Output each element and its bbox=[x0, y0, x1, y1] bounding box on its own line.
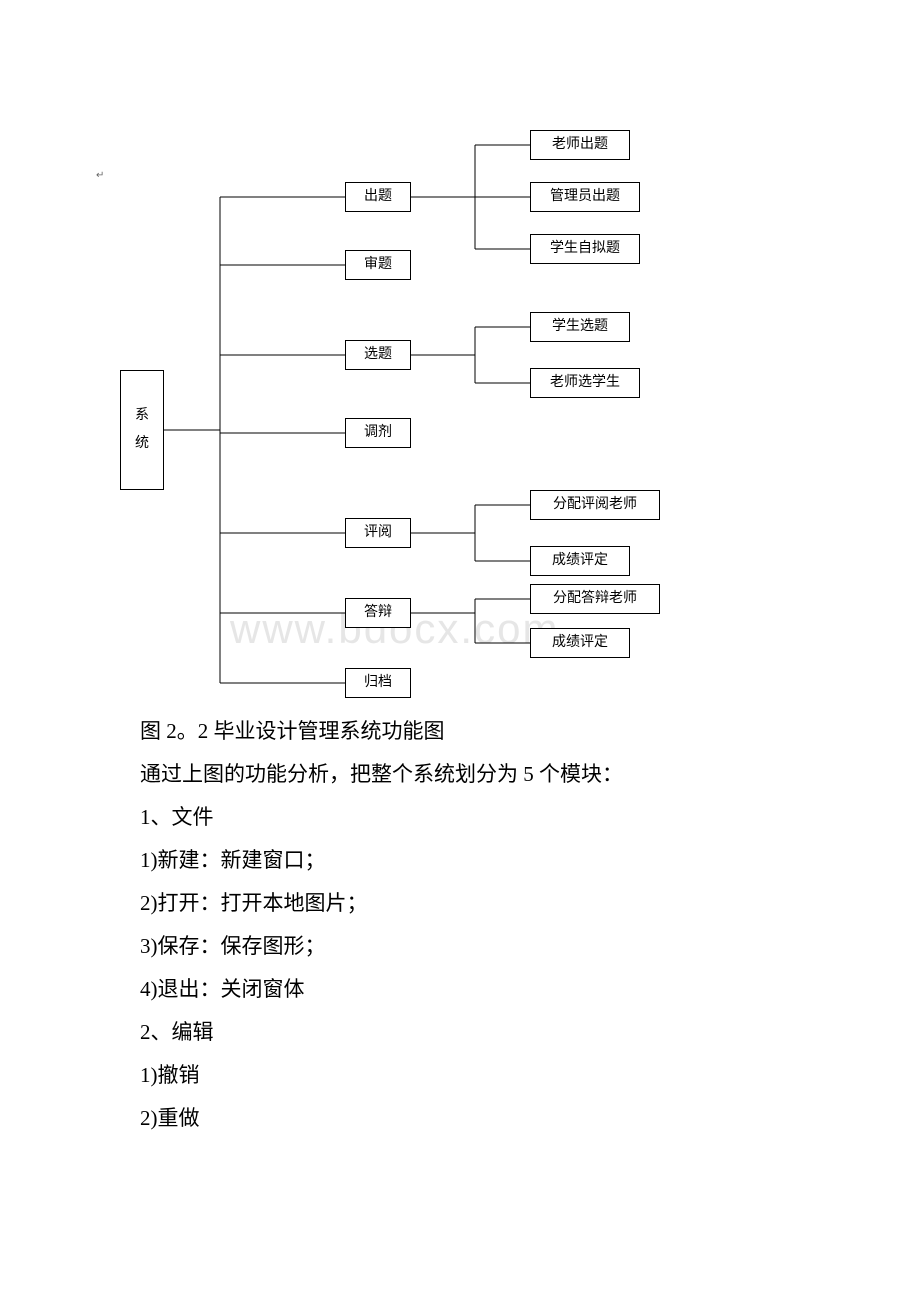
node-dabian: 答辩 bbox=[345, 598, 411, 628]
node-chuti: 出题 bbox=[345, 182, 411, 212]
node-label: 答辩 bbox=[364, 606, 392, 620]
node-fenpei-pingyue: 分配评阅老师 bbox=[530, 490, 660, 520]
node-guidang: 归档 bbox=[345, 668, 411, 698]
node-laoshi-chuti: 老师出题 bbox=[530, 130, 630, 160]
node-label: 学生自拟题 bbox=[550, 242, 620, 256]
document-body: 图 2。2 毕业设计管理系统功能图 通过上图的功能分析，把整个系统划分为 5 个… bbox=[0, 690, 920, 1140]
paragraph: 1)撤销 bbox=[140, 1054, 860, 1097]
tree-diagram: ↵ www.bdocx.com bbox=[0, 0, 920, 690]
node-guanli-chuti: 管理员出题 bbox=[530, 182, 640, 212]
node-tiaoji: 调剂 bbox=[345, 418, 411, 448]
paragraph: 4)退出：关闭窗体 bbox=[140, 968, 860, 1011]
node-fenpei-dabian: 分配答辩老师 bbox=[530, 584, 660, 614]
root-line2: 统 bbox=[135, 433, 149, 455]
node-label: 调剂 bbox=[364, 426, 392, 440]
figure-caption: 图 2。2 毕业设计管理系统功能图 bbox=[140, 710, 860, 753]
paragraph: 2)打开：打开本地图片； bbox=[140, 882, 860, 925]
node-label: 选题 bbox=[364, 348, 392, 362]
node-chengji-db: 成绩评定 bbox=[530, 628, 630, 658]
paragraph: 1、文件 bbox=[140, 796, 860, 839]
paragraph: 1)新建：新建窗口； bbox=[140, 839, 860, 882]
node-label: 老师出题 bbox=[552, 138, 608, 152]
node-label: 分配评阅老师 bbox=[553, 498, 637, 512]
node-label: 分配答辩老师 bbox=[553, 592, 637, 606]
node-label: 审题 bbox=[364, 258, 392, 272]
node-label: 评阅 bbox=[364, 526, 392, 540]
node-xuesheng-xuanti: 学生选题 bbox=[530, 312, 630, 342]
node-xuesheng-ziniti: 学生自拟题 bbox=[530, 234, 640, 264]
node-label: 学生选题 bbox=[552, 320, 608, 334]
page: ↵ www.bdocx.com bbox=[0, 0, 920, 1302]
paragraph: 通过上图的功能分析，把整个系统划分为 5 个模块： bbox=[140, 753, 860, 796]
node-xuanti: 选题 bbox=[345, 340, 411, 370]
root-node: 系 统 bbox=[120, 370, 164, 490]
node-label: 管理员出题 bbox=[550, 190, 620, 204]
node-pingyue: 评阅 bbox=[345, 518, 411, 548]
node-chengji-py: 成绩评定 bbox=[530, 546, 630, 576]
node-label: 归档 bbox=[364, 676, 392, 690]
root-line1: 系 bbox=[135, 405, 149, 427]
paragraph: 3)保存：保存图形； bbox=[140, 925, 860, 968]
node-label: 出题 bbox=[364, 190, 392, 204]
node-label: 老师选学生 bbox=[550, 376, 620, 390]
node-label: 成绩评定 bbox=[552, 636, 608, 650]
node-label: 成绩评定 bbox=[552, 554, 608, 568]
node-laoshi-xuanxues: 老师选学生 bbox=[530, 368, 640, 398]
connector-svg bbox=[0, 0, 920, 690]
paragraph: 2)重做 bbox=[140, 1097, 860, 1140]
node-shenti: 审题 bbox=[345, 250, 411, 280]
paragraph: 2、编辑 bbox=[140, 1011, 860, 1054]
